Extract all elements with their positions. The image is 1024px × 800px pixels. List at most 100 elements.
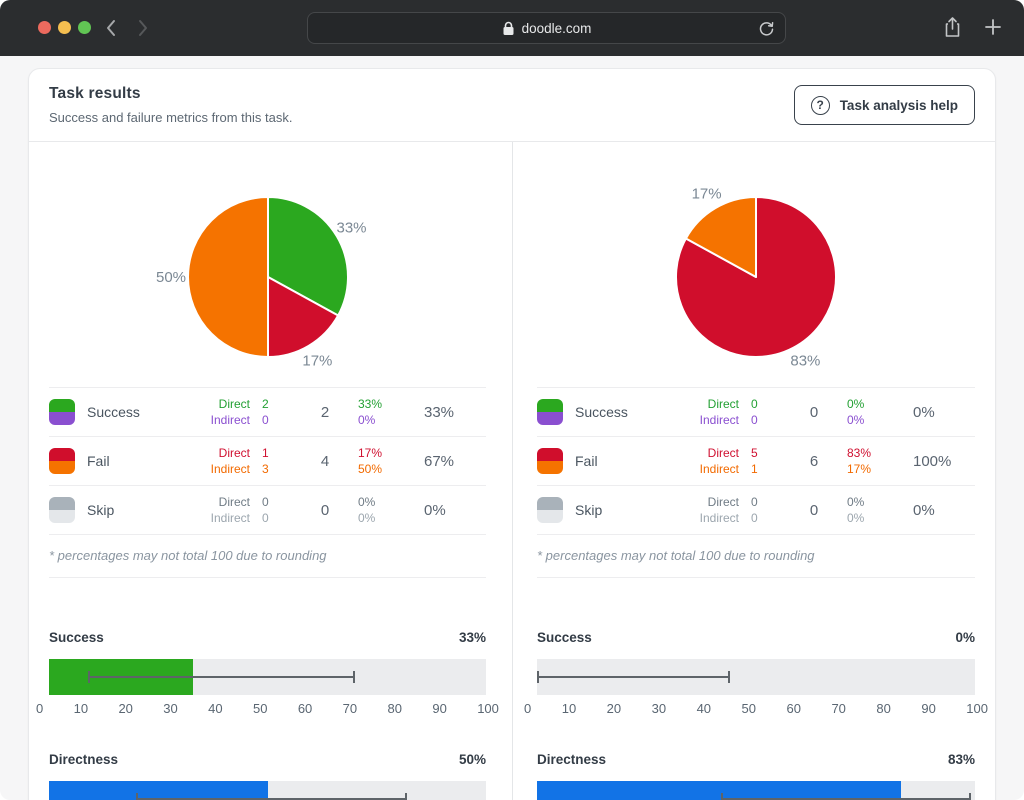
close-window-button[interactable] <box>38 21 51 34</box>
legend-label: Success <box>575 404 628 420</box>
row-total-percent: 100% <box>913 452 952 470</box>
browser-chrome: doodle.com <box>0 0 1024 56</box>
task-result-panel-left: 33% 17% 50% Success Direct Indirect 2 0 2 33% 0% 3… <box>29 142 512 800</box>
back-button[interactable] <box>100 17 122 39</box>
url-text: doodle.com <box>521 20 592 36</box>
axis-tick: 0 <box>36 701 44 716</box>
legend-swatch-skip-icon <box>537 497 563 523</box>
axis-tick: 40 <box>208 701 223 716</box>
forward-button[interactable] <box>132 17 154 39</box>
chevron-right-icon <box>139 20 147 36</box>
share-icon <box>945 17 960 37</box>
row-total-percent: 67% <box>424 452 455 470</box>
axis-tick: 80 <box>876 701 891 716</box>
legend-swatch-fail-icon <box>537 448 563 474</box>
legend-row-skip: Skip Direct Indirect 0 0 0 0% 0% 0% <box>49 485 486 534</box>
axis-tick: 40 <box>696 701 712 716</box>
share-button[interactable] <box>943 15 962 39</box>
axis-tick: 100 <box>477 701 499 716</box>
legend-label: Fail <box>87 453 110 469</box>
results-columns: 33% 17% 50% Success Direct Indirect 2 0 2 33% 0% 3… <box>29 141 995 800</box>
axis-tick: 70 <box>831 701 846 716</box>
zoom-window-button[interactable] <box>78 21 91 34</box>
axis-tick: 20 <box>606 701 622 716</box>
pie-slice-label: 33% <box>336 220 366 237</box>
meter-axis: 0 10 20 30 40 50 60 70 80 90 100 <box>524 701 988 716</box>
axis-tick: 50 <box>252 701 268 716</box>
axis-tick: 90 <box>432 701 447 716</box>
traffic-lights <box>38 21 91 34</box>
axis-tick: 100 <box>966 701 988 716</box>
lock-icon <box>503 21 514 35</box>
meter-whisker <box>136 793 408 800</box>
question-mark-icon: ? <box>810 95 830 115</box>
reload-button[interactable] <box>758 20 775 37</box>
pie-chart: 83% 17% <box>675 186 837 370</box>
meters: Success 33% 0 10 20 30 40 50 60 70 80 90 100 Directne… <box>36 630 499 800</box>
axis-tick: 70 <box>342 701 358 716</box>
axis-tick: 60 <box>786 701 801 716</box>
meter-fill <box>49 781 268 800</box>
success-meter: Success 33% 0 10 20 30 40 50 60 70 80 90 100 <box>36 630 499 716</box>
page-subtitle: Success and failure metrics from this ta… <box>49 110 293 125</box>
legend-swatch-success-icon <box>49 399 75 425</box>
row-total-percent: 0% <box>913 403 935 421</box>
direct-indirect-percents: 0% 0% <box>358 495 376 525</box>
row-total: 0 <box>809 403 819 421</box>
task-result-panel-right: 83% 17% Success Direct Indirect 0 0 0 0% 0% 0% Fai… <box>512 142 995 800</box>
minimize-window-button[interactable] <box>58 21 71 34</box>
axis-tick: 50 <box>741 701 756 716</box>
direct-indirect-keys: Direct Indirect <box>699 495 739 525</box>
direct-indirect-percents: 0% 0% <box>847 397 865 427</box>
direct-indirect-keys: Direct Indirect <box>210 397 250 427</box>
meter-whisker <box>537 671 730 683</box>
pie-slice-success <box>266 196 349 317</box>
axis-tick: 60 <box>297 701 313 716</box>
meter-track <box>537 659 975 695</box>
legend-table: Success Direct Indirect 2 0 2 33% 0% 33% Fail Dire… <box>49 387 486 535</box>
direct-indirect-percents: 83% 17% <box>847 446 872 476</box>
url-bar[interactable]: doodle.com <box>307 12 786 44</box>
new-tab-button[interactable] <box>984 18 1002 36</box>
direct-indirect-percents: 33% 0% <box>358 397 383 427</box>
row-total-percent: 33% <box>424 403 455 421</box>
meter-track <box>49 781 486 800</box>
legend-row-fail: Fail Direct Indirect 1 3 4 17% 50% 67% <box>49 436 486 485</box>
axis-tick: 80 <box>387 701 402 716</box>
meter-fill <box>537 781 901 800</box>
rounding-footnote: * percentages may not total 100 due to r… <box>49 535 486 578</box>
meter-track <box>49 659 486 695</box>
legend-row-success: Success Direct Indirect 2 0 2 33% 0% 33% <box>49 387 486 436</box>
page-title: Task results <box>49 85 141 102</box>
direct-indirect-keys: Direct Indirect <box>699 446 739 476</box>
axis-tick: 20 <box>118 701 133 716</box>
pie-chart-area: 83% 17% <box>537 142 975 387</box>
direct-indirect-keys: Direct Indirect <box>699 397 739 427</box>
meter-axis: 0 10 20 30 40 50 60 70 80 90 100 <box>36 701 499 716</box>
chevron-left-icon <box>107 20 115 36</box>
row-total: 0 <box>809 501 819 519</box>
legend-label: Fail <box>575 453 598 469</box>
axis-tick: 90 <box>921 701 936 716</box>
direct-indirect-keys: Direct Indirect <box>210 495 250 525</box>
meter-whisker <box>88 671 355 683</box>
direct-indirect-percents: 0% 0% <box>847 495 865 525</box>
legend-label: Skip <box>575 502 603 518</box>
pie-chart: 33% 17% 50% <box>155 196 366 370</box>
meter-label: Directness <box>49 752 119 767</box>
task-results-card: Task results Success and failure metrics… <box>28 68 996 800</box>
axis-tick: 30 <box>163 701 178 716</box>
meter-whisker <box>720 793 971 800</box>
meter-value: 50% <box>458 752 486 767</box>
meter-label: Success <box>49 630 104 645</box>
pie-slice-label: 17% <box>692 186 722 203</box>
help-button-label: Task analysis help <box>839 97 958 113</box>
legend-row-success: Success Direct Indirect 0 0 0 0% 0% 0% <box>537 387 975 436</box>
task-analysis-help-button[interactable]: ? Task analysis help <box>793 85 975 125</box>
